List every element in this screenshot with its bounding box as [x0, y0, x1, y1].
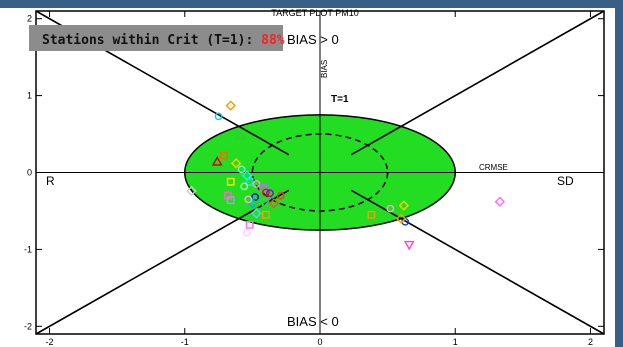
- bias-bottom-label: BIAS < 0: [287, 314, 339, 329]
- y-tick-label: 2: [27, 14, 32, 24]
- data-point: [226, 196, 235, 205]
- diagonal-line: [35, 189, 290, 335]
- data-point: [243, 228, 251, 237]
- x-tick-label: -1: [181, 337, 189, 347]
- data-point: [245, 177, 254, 186]
- window-top-border: [0, 0, 623, 8]
- data-point: [386, 204, 395, 213]
- data-point: [234, 129, 246, 140]
- data-point: [244, 195, 253, 204]
- data-point: [220, 151, 228, 160]
- data-point: [214, 112, 223, 121]
- sd-label: SD: [557, 174, 574, 188]
- data-points: [186, 100, 506, 251]
- data-point: [255, 201, 264, 210]
- data-point: [494, 196, 506, 207]
- bias-top-label: BIAS > 0: [287, 32, 339, 47]
- window-right-border: [615, 0, 623, 347]
- data-point: [276, 191, 285, 200]
- data-point: [251, 208, 262, 219]
- data-point: [259, 196, 270, 207]
- axes: -2 -1 0 1 2 -2 -1 0 1 2: [24, 10, 605, 347]
- chart-title: TARGET PLOT PM10: [271, 8, 359, 18]
- data-point: [268, 198, 280, 209]
- data-point: [226, 177, 235, 186]
- data-point: [240, 182, 249, 191]
- data-point: [237, 165, 246, 174]
- x-tick-label: 1: [453, 337, 458, 347]
- x-tick-label: -2: [46, 337, 54, 347]
- data-point: [266, 189, 274, 198]
- y-tick-label: 1: [27, 91, 32, 101]
- y-tick-label: -2: [24, 321, 32, 331]
- data-point: [262, 188, 270, 197]
- data-point: [367, 210, 376, 219]
- r-label: R: [46, 174, 55, 188]
- y-tick-label: 0: [27, 168, 32, 178]
- x-tick-label: 0: [317, 337, 322, 347]
- data-point: [403, 240, 415, 251]
- y-tick-label: -1: [24, 244, 32, 254]
- diagonal-line: [350, 189, 605, 335]
- t-label: T=1: [331, 94, 349, 105]
- data-point: [262, 210, 270, 219]
- plot-lines: [35, 10, 605, 335]
- stat-box-value: 88%: [261, 33, 285, 48]
- data-point: [398, 200, 410, 211]
- bias-axis-label: BIAS: [320, 60, 329, 78]
- stat-box-label: Stations within Crit (T=1):: [42, 33, 261, 48]
- data-point: [186, 185, 197, 197]
- data-point: [230, 158, 242, 169]
- stat-box-text: Stations within Crit (T=1): 88%: [42, 33, 285, 48]
- data-point: [251, 193, 259, 202]
- crmse-label: CRMSE: [479, 163, 508, 172]
- data-point: [395, 213, 407, 224]
- data-point: [225, 100, 236, 111]
- data-point: [211, 156, 223, 166]
- diagonal-line: [350, 10, 605, 156]
- x-tick-label: 2: [588, 337, 593, 347]
- stat-box: [29, 25, 283, 51]
- data-point: [245, 220, 254, 229]
